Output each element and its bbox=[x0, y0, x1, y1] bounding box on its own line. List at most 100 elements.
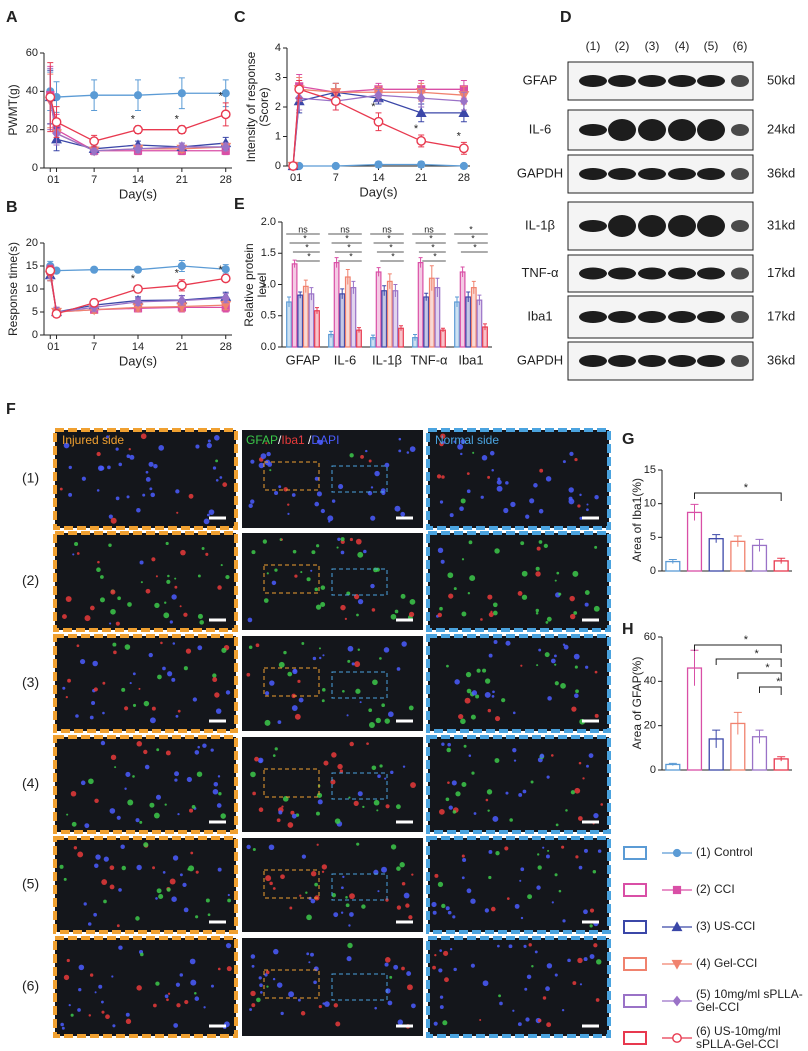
cell bbox=[489, 450, 495, 456]
bar bbox=[314, 310, 320, 348]
cell bbox=[554, 873, 558, 877]
marker bbox=[458, 143, 469, 154]
panel-label: B bbox=[6, 199, 18, 216]
cell bbox=[246, 672, 251, 677]
protein-label: GFAP bbox=[523, 72, 558, 87]
cell bbox=[368, 459, 372, 463]
cell bbox=[252, 791, 256, 796]
marker bbox=[672, 885, 682, 895]
cell bbox=[400, 593, 406, 599]
cell bbox=[462, 857, 467, 863]
cell bbox=[140, 433, 147, 440]
cell bbox=[280, 1011, 284, 1016]
y-axis-title: Area of GFAP(%) bbox=[630, 656, 645, 750]
cell bbox=[347, 659, 351, 663]
cell bbox=[174, 778, 178, 782]
cell bbox=[584, 602, 589, 607]
marker bbox=[133, 284, 143, 294]
y-axis-title-box: PWMT(g) bbox=[6, 84, 20, 135]
cell bbox=[356, 842, 360, 846]
y-axis-title: Area of Iba1(%) bbox=[630, 477, 645, 563]
cell bbox=[272, 754, 276, 757]
significance: * bbox=[471, 233, 475, 243]
marker bbox=[133, 296, 143, 308]
cell bbox=[269, 680, 275, 686]
cell bbox=[377, 890, 380, 893]
cell bbox=[220, 813, 226, 819]
cell bbox=[274, 490, 279, 496]
cell bbox=[311, 550, 316, 555]
cell bbox=[167, 992, 171, 995]
significance: * bbox=[389, 242, 393, 252]
cell bbox=[377, 774, 381, 779]
cell bbox=[300, 571, 303, 574]
cell bbox=[273, 948, 279, 955]
cell bbox=[387, 711, 394, 718]
x-tick-label: GFAP bbox=[286, 352, 321, 367]
cell bbox=[125, 1018, 132, 1025]
bar bbox=[454, 301, 460, 348]
cell bbox=[464, 697, 471, 704]
cell bbox=[308, 961, 311, 964]
cell bbox=[340, 537, 345, 542]
error-bar bbox=[777, 756, 786, 762]
significance: * bbox=[776, 676, 781, 688]
error-bar bbox=[712, 729, 721, 748]
cell bbox=[546, 963, 553, 969]
cell bbox=[512, 711, 516, 715]
cell bbox=[452, 810, 457, 814]
significance: * bbox=[131, 273, 136, 285]
cell bbox=[260, 453, 267, 459]
cell bbox=[345, 896, 348, 899]
significance: * bbox=[347, 242, 351, 252]
cell bbox=[331, 893, 336, 898]
cell bbox=[248, 645, 253, 650]
blot-band bbox=[668, 119, 696, 141]
cell bbox=[593, 943, 598, 948]
cell bbox=[278, 485, 282, 489]
legend-label: (5) 10mg/ml sPLLA-Gel-CCI bbox=[696, 986, 803, 1014]
marker bbox=[90, 265, 99, 274]
cell bbox=[63, 974, 70, 981]
error-bar bbox=[309, 287, 314, 301]
y-tick-label: 20 bbox=[26, 124, 38, 136]
cell bbox=[135, 916, 140, 921]
cell bbox=[517, 591, 523, 596]
cell bbox=[250, 990, 256, 997]
bar bbox=[465, 296, 472, 348]
cell bbox=[355, 538, 362, 545]
bar bbox=[686, 511, 703, 572]
marker bbox=[288, 161, 298, 171]
series-line bbox=[292, 88, 465, 167]
error-bar bbox=[371, 334, 375, 341]
cell bbox=[153, 463, 158, 469]
cell bbox=[522, 789, 527, 794]
bar bbox=[440, 329, 446, 348]
cell bbox=[565, 809, 568, 812]
cell bbox=[290, 810, 295, 815]
cell bbox=[225, 690, 231, 695]
cell bbox=[452, 915, 456, 919]
cell bbox=[310, 952, 314, 957]
cell bbox=[371, 608, 376, 612]
cell bbox=[132, 775, 135, 778]
cell bbox=[267, 462, 273, 467]
cell bbox=[203, 518, 210, 525]
cell bbox=[396, 905, 402, 910]
cell bbox=[535, 571, 541, 577]
bar bbox=[333, 262, 340, 348]
cell bbox=[190, 851, 194, 855]
cell bbox=[486, 789, 493, 795]
cell bbox=[362, 805, 365, 809]
cell bbox=[441, 903, 446, 909]
cell bbox=[357, 551, 364, 558]
cell bbox=[177, 709, 181, 713]
cell bbox=[293, 668, 297, 673]
cell bbox=[461, 611, 467, 617]
cell bbox=[145, 477, 151, 482]
error-bar bbox=[690, 503, 699, 521]
size-label: 31kd bbox=[767, 217, 795, 232]
blot-band bbox=[697, 75, 725, 87]
y-tick-label: 15 bbox=[26, 260, 38, 272]
cell bbox=[349, 537, 354, 542]
